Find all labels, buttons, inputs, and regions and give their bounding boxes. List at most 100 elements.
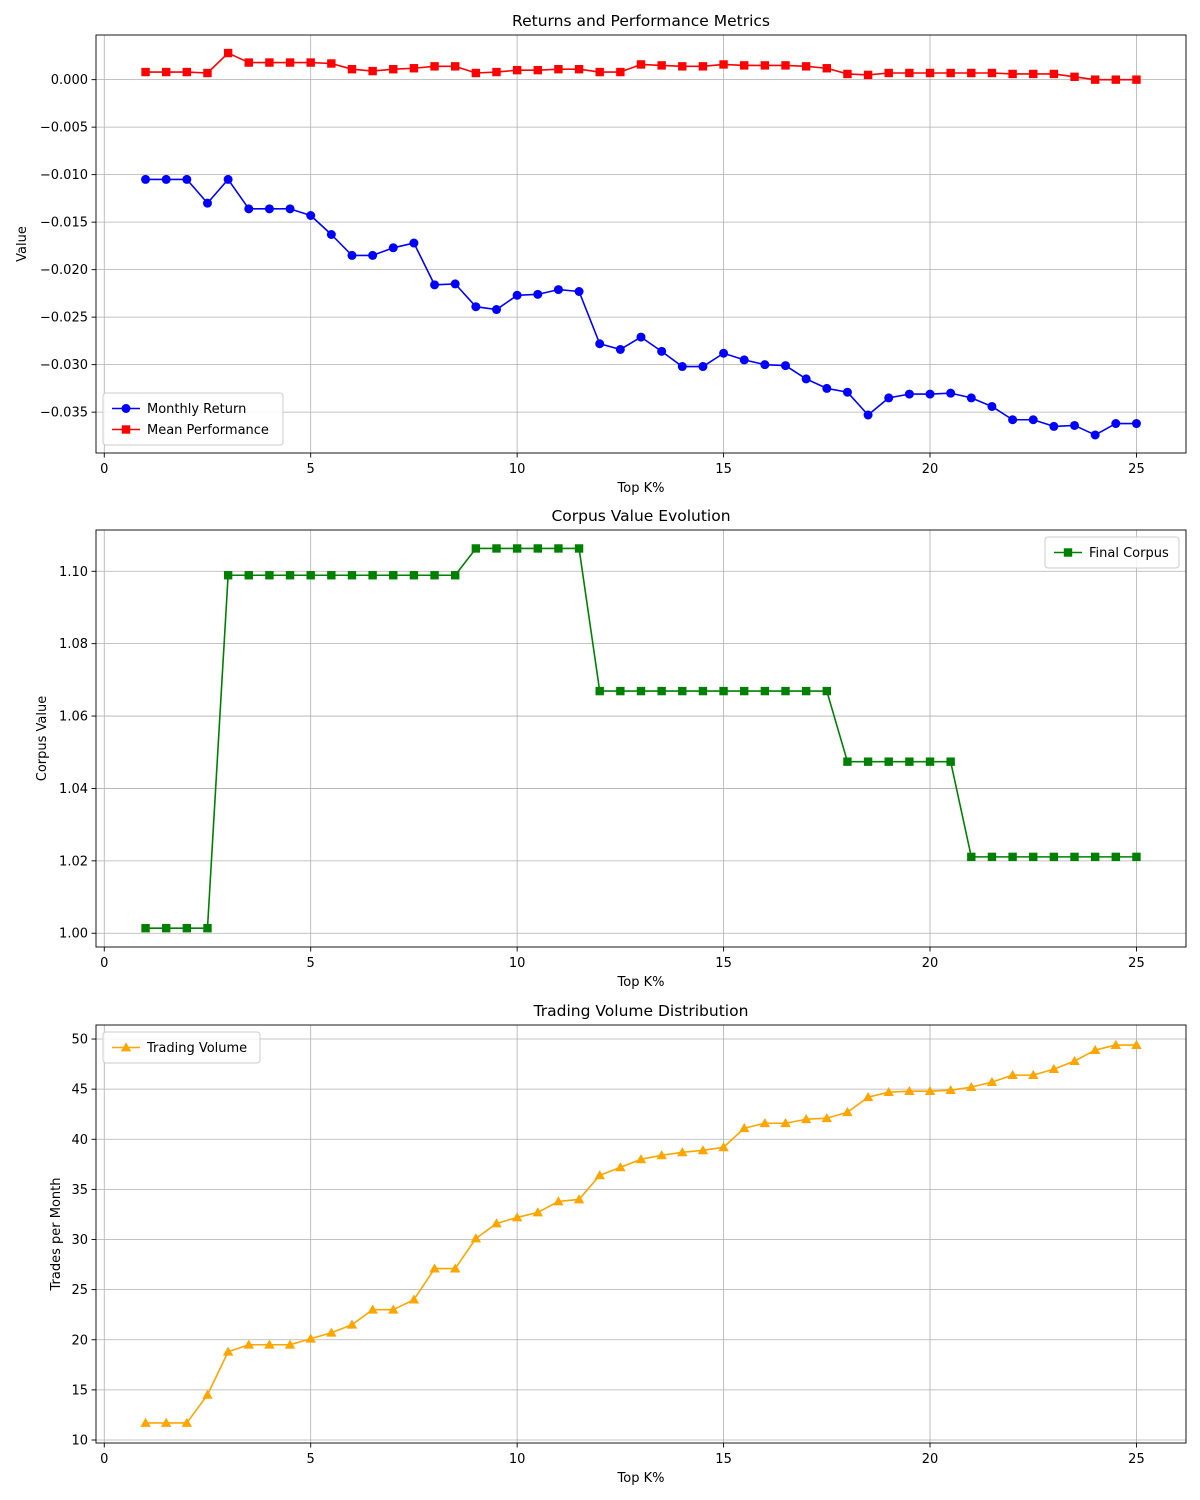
data-point bbox=[491, 305, 501, 315]
data-point bbox=[760, 686, 770, 696]
data-point bbox=[966, 393, 976, 403]
data-point bbox=[553, 285, 563, 295]
data-point bbox=[326, 1327, 337, 1337]
y-tick-label: 1.02 bbox=[59, 854, 88, 869]
data-point bbox=[677, 362, 687, 372]
data-point bbox=[759, 1118, 771, 1128]
data-point bbox=[430, 280, 440, 290]
data-point bbox=[409, 64, 419, 73]
data-point bbox=[181, 1417, 193, 1427]
data-point bbox=[884, 393, 894, 403]
data-point bbox=[203, 68, 212, 78]
series-trading-volume bbox=[140, 1039, 1142, 1427]
y-tick-label: 1.06 bbox=[59, 710, 88, 725]
data-point bbox=[223, 571, 233, 580]
gridlines bbox=[96, 530, 1186, 947]
data-point bbox=[265, 58, 274, 67]
data-point bbox=[1132, 852, 1141, 862]
y-axis-label: Value bbox=[15, 226, 30, 262]
data-point bbox=[470, 1233, 482, 1243]
data-point bbox=[822, 383, 832, 393]
data-point bbox=[1008, 415, 1018, 425]
data-point bbox=[925, 757, 935, 766]
data-point bbox=[389, 65, 398, 74]
x-tick-label: 25 bbox=[1128, 462, 1145, 477]
data-point bbox=[801, 374, 811, 384]
data-point bbox=[739, 1123, 750, 1133]
data-point bbox=[202, 1389, 213, 1399]
y-tick-label: 1.10 bbox=[59, 565, 88, 580]
chart-title: Trading Volume Distribution bbox=[533, 1002, 749, 1020]
data-point bbox=[553, 1196, 564, 1206]
data-point bbox=[615, 344, 625, 354]
legend-marker bbox=[121, 404, 131, 413]
data-point bbox=[925, 389, 935, 399]
data-point bbox=[635, 1154, 647, 1164]
data-point bbox=[182, 174, 192, 184]
data-point bbox=[616, 686, 625, 696]
legend-label: Trading Volume bbox=[146, 1041, 247, 1056]
data-point bbox=[512, 290, 522, 300]
y-axis-label: Trades per Month bbox=[49, 1178, 64, 1292]
gridlines bbox=[96, 35, 1186, 453]
data-point bbox=[1070, 420, 1080, 430]
x-tick-label: 20 bbox=[922, 956, 939, 971]
data-point bbox=[925, 68, 935, 78]
series-line bbox=[145, 1044, 1137, 1424]
axes-frame bbox=[95, 34, 1187, 454]
data-point bbox=[905, 68, 914, 78]
data-point bbox=[1131, 1039, 1142, 1049]
data-point bbox=[1029, 69, 1038, 79]
data-point bbox=[946, 68, 955, 78]
data-point bbox=[140, 1417, 151, 1427]
data-point bbox=[327, 59, 336, 68]
data-point bbox=[492, 67, 501, 77]
data-point bbox=[182, 67, 192, 77]
data-point bbox=[760, 61, 770, 70]
legend-label: Mean Performance bbox=[147, 423, 269, 438]
y-tick-label: −0.030 bbox=[40, 358, 88, 373]
data-point bbox=[408, 1294, 420, 1304]
data-point bbox=[161, 923, 171, 933]
data-point bbox=[347, 571, 357, 580]
data-point bbox=[698, 686, 708, 696]
y-tick-label: 0.000 bbox=[51, 73, 88, 88]
data-point bbox=[986, 1076, 998, 1087]
data-point bbox=[698, 62, 708, 71]
x-axis-label: Top K% bbox=[617, 481, 665, 496]
data-point bbox=[801, 62, 811, 71]
data-point bbox=[491, 1218, 502, 1228]
data-point bbox=[471, 302, 481, 312]
data-point bbox=[636, 332, 646, 342]
data-point bbox=[1132, 75, 1141, 84]
y-tick-label: −0.035 bbox=[40, 406, 88, 421]
data-point bbox=[389, 571, 398, 580]
series-mean-performance bbox=[141, 48, 1141, 84]
data-point bbox=[1008, 69, 1017, 79]
series-final-corpus bbox=[141, 544, 1141, 933]
data-point bbox=[450, 1263, 461, 1273]
data-point bbox=[367, 1304, 378, 1314]
data-point bbox=[636, 686, 646, 696]
data-point bbox=[718, 1142, 729, 1152]
x-tick-label: 0 bbox=[100, 1452, 108, 1467]
x-tick-label: 10 bbox=[509, 956, 526, 971]
data-point bbox=[842, 1107, 853, 1117]
y-tick-label: 20 bbox=[71, 1333, 88, 1348]
data-point bbox=[1070, 852, 1079, 862]
y-tick-label: −0.005 bbox=[40, 121, 88, 136]
y-tick-label: 15 bbox=[71, 1383, 88, 1398]
data-point bbox=[511, 1212, 523, 1222]
data-point bbox=[306, 571, 315, 580]
y-tick-label: 10 bbox=[71, 1433, 88, 1448]
data-point bbox=[326, 230, 336, 239]
y-tick-label: −0.025 bbox=[40, 311, 88, 326]
data-point bbox=[1049, 69, 1059, 79]
data-point bbox=[554, 65, 563, 74]
data-point bbox=[1069, 1055, 1080, 1065]
data-point bbox=[1007, 1069, 1018, 1080]
data-point bbox=[800, 1114, 812, 1124]
data-point bbox=[719, 348, 729, 358]
data-point bbox=[533, 65, 542, 75]
data-point bbox=[698, 362, 708, 372]
